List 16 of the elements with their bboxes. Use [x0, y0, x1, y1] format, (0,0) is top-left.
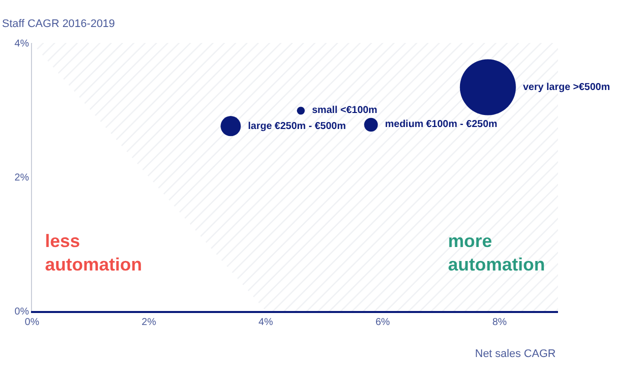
y-tick-label: 4% — [14, 38, 30, 50]
x-tick-label: 8% — [492, 316, 507, 328]
y-axis-title: Staff CAGR 2016-2019 — [2, 18, 115, 30]
y-tick-label: 2% — [14, 172, 30, 184]
x-tick-label: 4% — [258, 316, 274, 328]
annotation: less automation — [45, 231, 142, 274]
annotation: more automation — [448, 231, 545, 274]
y-tick-label: 0% — [14, 306, 30, 318]
data-label: large €250m - €500m — [248, 121, 346, 132]
data-label: medium €100m - €250m — [385, 119, 498, 130]
x-tick-label: 2% — [142, 316, 156, 328]
data-label: small <€100m — [312, 105, 378, 116]
x-tick-label: 6% — [375, 316, 390, 328]
x-tick-label: 0% — [24, 316, 40, 328]
x-axis-title: Net sales CAGR — [475, 348, 556, 360]
data-label: very large >€500m — [523, 82, 610, 93]
